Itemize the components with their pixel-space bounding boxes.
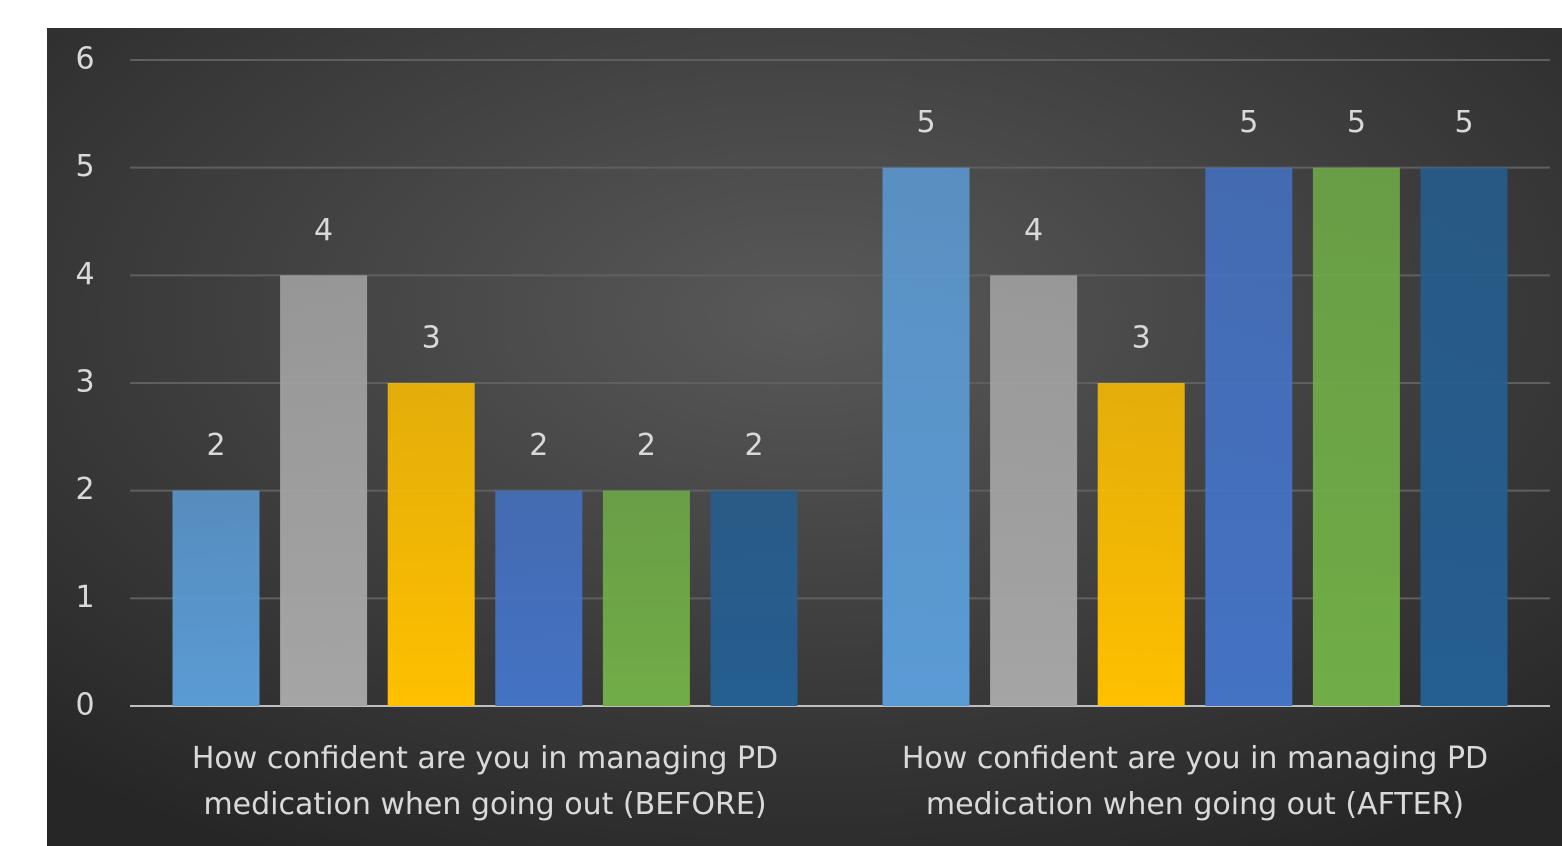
- data-label: 3: [1132, 321, 1151, 356]
- data-label: 2: [529, 428, 548, 463]
- bar: [495, 490, 583, 706]
- data-label: 5: [1347, 105, 1366, 140]
- bar: [990, 275, 1078, 706]
- bar: [387, 383, 475, 706]
- bar: [1097, 383, 1185, 706]
- y-tick-label: 3: [75, 365, 94, 400]
- y-tick-label: 4: [75, 257, 94, 292]
- data-label: 5: [916, 105, 935, 140]
- bar: [172, 490, 260, 706]
- bar: [1420, 167, 1508, 706]
- y-tick-label: 6: [75, 42, 94, 77]
- y-tick-label: 1: [75, 580, 94, 615]
- bar: [1205, 167, 1293, 706]
- data-label: 2: [744, 428, 763, 463]
- bar: [882, 167, 970, 706]
- data-label: 5: [1454, 105, 1473, 140]
- bar: [710, 490, 798, 706]
- x-tick-label: How confident are you in managing PD med…: [901, 741, 1489, 822]
- bar: [602, 490, 690, 706]
- y-tick-label: 2: [75, 472, 94, 507]
- data-label: 4: [314, 213, 333, 248]
- y-tick-label: 0: [75, 688, 94, 723]
- data-label: 5: [1239, 105, 1258, 140]
- y-tick-label: 5: [75, 149, 94, 184]
- data-label: 3: [422, 321, 441, 356]
- data-label: 4: [1024, 213, 1043, 248]
- bar: [1312, 167, 1400, 706]
- bar: [280, 275, 368, 706]
- data-label: 2: [637, 428, 656, 463]
- x-tick-label: How confident are you in managing PD med…: [191, 741, 779, 822]
- data-label: 2: [206, 428, 225, 463]
